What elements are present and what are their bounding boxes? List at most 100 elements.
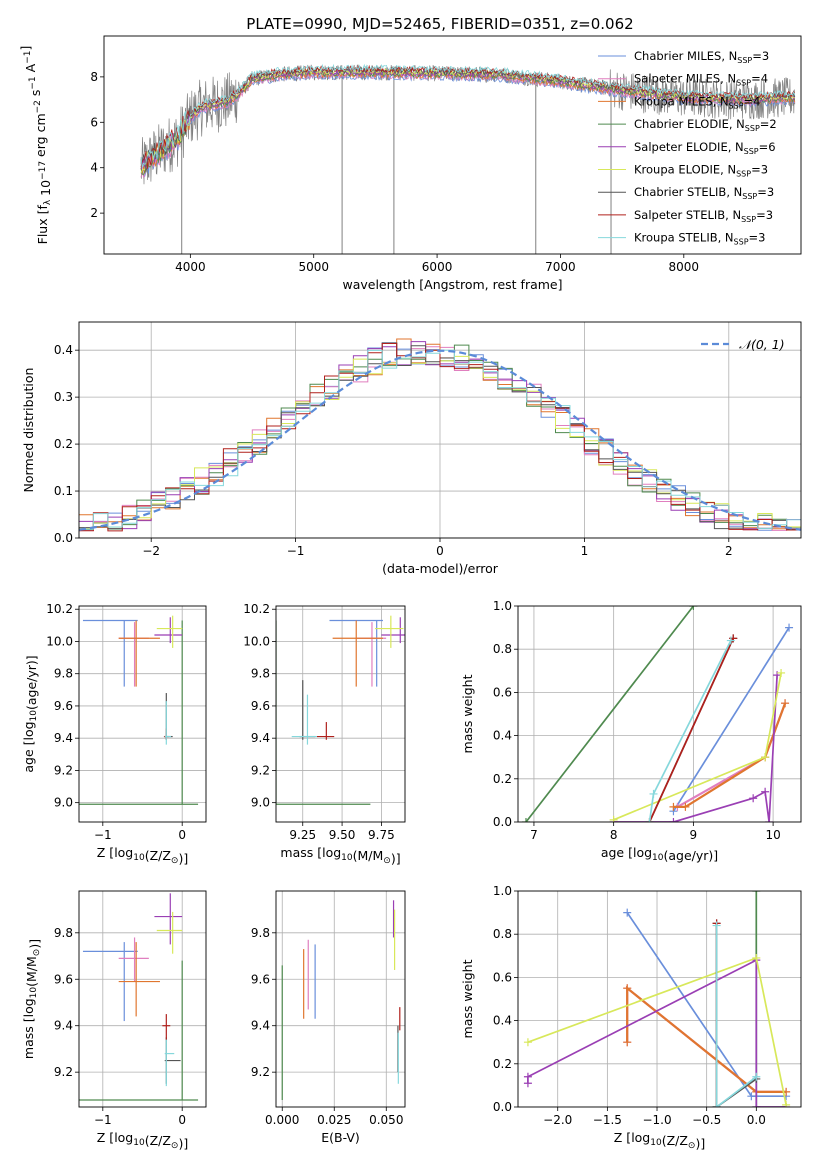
mass_vs_Z-ytick-label: 9.6 — [54, 972, 73, 986]
weight_vs_age-xlabel-part: age [ — [601, 845, 633, 860]
errorbar-salpeter_stelib — [162, 1014, 171, 1040]
errorbar-kroupa_elodie — [156, 911, 183, 954]
weight-marker-kroupa_miles — [623, 984, 632, 993]
weight_vs_age-ytick-label: 0.2 — [493, 772, 512, 786]
residuals-xtick-label: −2 — [142, 544, 160, 558]
legend-label-chabrier_elodie: Chabrier ELODIE, NSSP=2 — [634, 117, 777, 133]
mass_vs_Z-xlabel-part: ⊙ — [171, 1141, 179, 1151]
legend-label-salpeter_miles: Salpeter MILES, NSSP=4 — [634, 72, 768, 88]
age_vs_mass-xlabel-part: log — [322, 845, 341, 860]
mass_vs_Z-ylabel: mass [log10(M/M⊙)] — [21, 939, 42, 1059]
legend-sub: SSP — [736, 170, 751, 179]
age_vs_Z-plot-area — [79, 606, 206, 822]
legend-label-salpeter_elodie: Salpeter ELODIE, NSSP=6 — [634, 140, 776, 156]
age_vs_Z-ylabel-part: (age/yr)] — [24, 655, 39, 710]
legend-suffix: =2 — [760, 117, 777, 131]
errorbar-chabrier_miles — [82, 619, 138, 687]
errorbar-kroupa_elodie — [375, 615, 404, 648]
residuals-xtick-label: 1 — [581, 544, 589, 558]
weight-marker-chabrier_elodie — [689, 606, 698, 610]
errorbar-chabrier_elodie — [79, 620, 199, 805]
weight_vs_age-xlabel: age [log10(age/yr)] — [601, 845, 718, 863]
residuals-panel: −2 −1 0 1 2 0.0 0.1 0.2 0.3 0.4 (data-model)/error… — [21, 321, 802, 576]
mass_vs_ebv-frame — [275, 890, 406, 1108]
weight_vs_age-xtick-label: 9 — [690, 828, 698, 842]
age_vs_Z-ytick-label: 9.4 — [54, 731, 73, 745]
spectrum-ylabel: Flux [fλ 10−17 erg cm−2 s−1 A−1] — [18, 46, 53, 245]
weight_vs_Z-ylabel: mass weight — [460, 959, 475, 1038]
errorbar-chabrier_elodie — [276, 620, 371, 805]
residuals-ytick-label: 0.1 — [54, 484, 73, 498]
weight-marker-salpeter_elodie — [523, 1072, 532, 1081]
weight-marker-kroupa_elodie — [782, 1100, 791, 1107]
age_vs_Z-xtick-label: −1 — [94, 828, 112, 842]
errorbar-salpeter_elodie — [381, 617, 405, 644]
spectrum-ylabel-part: A — [23, 63, 38, 76]
weight_vs_age-ylabel: mass weight — [460, 674, 475, 753]
legend-sub: SSP — [734, 238, 749, 247]
weight_vs_age-frame — [517, 605, 802, 823]
normal-distribution-curve — [79, 349, 801, 531]
legend-text: Chabrier STELIB, N — [634, 185, 742, 199]
legend-suffix: =4 — [751, 72, 768, 86]
weight_vs_Z-ytick-label: 0.2 — [493, 1057, 512, 1071]
weight-marker-salpeter_elodie — [752, 1103, 761, 1107]
weight_vs_Z-grid — [518, 891, 801, 1107]
errorbar-chabrier_stelib — [164, 1037, 181, 1084]
age_vs_Z-xlabel-part: )] — [178, 851, 188, 866]
age_vs_mass-xtick-label: 9.75 — [368, 828, 395, 842]
mass_vs_Z-xtick-label: 0 — [178, 1113, 186, 1127]
legend-text: Chabrier MILES, N — [634, 49, 737, 63]
age_vs_mass-ytick-label: 9.0 — [251, 796, 270, 810]
spectrum-ytick-label: 6 — [90, 115, 98, 129]
mass_vs_ebv-plot-area — [276, 891, 405, 1107]
mass_vs_Z-ytick-label: 9.2 — [54, 1065, 73, 1079]
spectrum-frame — [103, 35, 802, 255]
weight_vs_age-ytick-label: 0.8 — [493, 642, 512, 656]
age_vs_mass-grid — [276, 606, 405, 822]
weight-line-chabrier_stelib — [715, 923, 757, 1107]
figure-title: PLATE=0990, MJD=52465, FIBERID=0351, z=0… — [246, 15, 633, 33]
age_vs_mass-panel: 9.25 9.50 9.75 9.0 9.2 9.4 9.6 9.8 10.0 10.2 mass … — [243, 602, 406, 866]
weight-marker-kroupa_elodie — [609, 815, 618, 822]
mass_vs_Z-xlabel: Z [log10(Z/Z⊙)] — [97, 1130, 188, 1151]
errorbar-salpeter_stelib — [316, 722, 335, 740]
residuals-plot-area — [79, 322, 801, 538]
age_vs_Z-xlabel: Z [log10(Z/Z⊙)] — [97, 845, 188, 866]
errorbar-kroupa_miles — [332, 620, 383, 687]
spectrum-xtick-label: 7000 — [545, 260, 576, 274]
spectrum-plot-area — [140, 63, 796, 254]
mass_vs_Z-ylabel-part: )] — [27, 939, 42, 949]
legend-text: Salpeter STELIB, N — [634, 208, 741, 222]
weight-marker-salpeter_elodie — [761, 787, 770, 796]
weight_vs_Z-plot-area — [518, 891, 801, 1107]
residuals-xlabel: (data-model)/error — [382, 561, 499, 576]
age_vs_Z-xlabel-part: ⊙ — [171, 856, 179, 866]
spectrum-ylabel-part: erg cm — [33, 113, 48, 161]
normal-legend-label: 𝒩(0, 1) — [739, 337, 785, 352]
weight_vs_Z-ytick-label: 0.0 — [493, 1100, 512, 1114]
mass_vs_ebv-ytick-label: 9.8 — [251, 926, 270, 940]
mass_vs_ebv-xtick-label: 0.000 — [265, 1113, 299, 1127]
mass_vs_Z-ylabel-part: (M/M — [24, 956, 39, 987]
mass_vs_Z-xlabel-part: log — [114, 1130, 133, 1145]
age_vs_mass-ytick-label: 9.8 — [251, 667, 270, 681]
age_vs_mass-xlabel-part: mass [ — [280, 845, 322, 860]
mass_vs_Z-ylabel-part: mass [ — [21, 1017, 36, 1059]
mass_vs_Z-ylabel-part: log — [21, 998, 36, 1017]
residuals-ylabel: Normed distribution — [21, 368, 36, 493]
age_vs_mass-ytick-label: 9.2 — [251, 763, 270, 777]
mass_vs_ebv-xtick-label: 0.050 — [369, 1113, 403, 1127]
weight-marker-chabrier_miles — [785, 623, 794, 632]
age_vs_Z-ytick-label: 10.0 — [46, 634, 73, 648]
legend-label-salpeter_stelib: Salpeter STELIB, NSSP=3 — [634, 208, 773, 224]
weight-marker-chabrier_elodie — [521, 818, 530, 822]
legend-text: Kroupa ELODIE, N — [634, 163, 736, 177]
errorbar-kroupa_miles — [118, 942, 160, 1017]
spectrum-ylabel-part: −2 — [33, 100, 43, 113]
age_vs_Z-xlabel-part: log — [114, 845, 133, 860]
age_vs_Z-frame — [78, 605, 207, 823]
age_vs_mass-xtick-label: 9.50 — [329, 828, 356, 842]
weight-marker-kroupa_miles — [669, 802, 678, 811]
